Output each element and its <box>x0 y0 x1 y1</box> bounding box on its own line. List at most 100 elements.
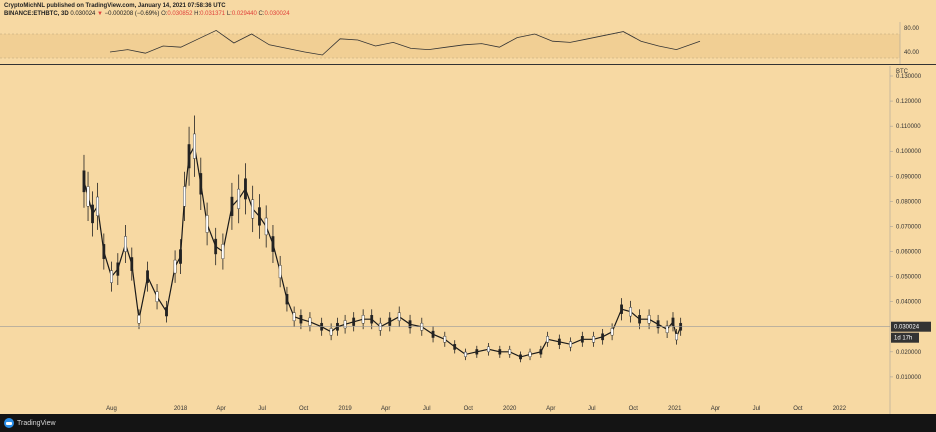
candle <box>629 307 632 317</box>
candle <box>205 215 209 233</box>
candle <box>278 265 282 279</box>
price-tick-label: 0.120000 <box>896 99 922 105</box>
candle <box>271 236 275 252</box>
candle <box>601 333 605 341</box>
x-tick-label: Oct <box>793 406 803 412</box>
price-tick-label: 0.070000 <box>896 224 922 230</box>
candle <box>647 315 651 324</box>
publish-text: CryptoMichNL published on TradingView.co… <box>4 3 226 9</box>
candle <box>397 312 401 322</box>
candle <box>110 270 113 283</box>
candle <box>557 338 561 345</box>
candle <box>508 349 512 355</box>
candle <box>464 351 467 357</box>
symbol-label[interactable]: BINANCE:ETHBTC, 3D <box>4 11 69 17</box>
tradingview-logo[interactable]: TradingView <box>4 418 56 428</box>
candle <box>656 320 660 329</box>
x-tick-label: Jul <box>588 406 596 412</box>
candle <box>292 312 296 322</box>
x-tick-label: Oct <box>629 406 639 412</box>
x-tick-label: Jul <box>258 406 266 412</box>
price-tick-label: 0.130000 <box>896 74 922 80</box>
candle <box>179 249 182 264</box>
candle <box>130 257 134 271</box>
last-price-label: 0.030024 <box>894 325 920 331</box>
candle <box>361 315 365 324</box>
candle <box>453 343 457 350</box>
price-tick-label: 0.040000 <box>896 300 922 306</box>
x-tick-label: Apr <box>711 406 720 412</box>
last-price: 0.030024 <box>70 11 96 17</box>
last-price-label-bg <box>891 321 931 332</box>
candle <box>124 236 127 252</box>
candle <box>183 186 186 207</box>
candle <box>221 244 225 259</box>
price-tick-label: 0.020000 <box>896 350 922 356</box>
candle <box>230 196 234 216</box>
candle <box>146 270 149 283</box>
candle <box>137 315 141 324</box>
candle <box>199 173 203 195</box>
countdown-label-bg <box>891 332 919 343</box>
tradingview-cloud-icon <box>4 418 14 428</box>
candle <box>638 315 642 324</box>
candle <box>329 328 333 336</box>
candle <box>173 259 177 274</box>
candle <box>569 341 573 348</box>
candle <box>116 262 120 276</box>
candle <box>82 170 86 193</box>
x-tick-label: Apr <box>546 406 555 412</box>
price-axis-unit: BTC <box>896 69 909 75</box>
candle <box>264 217 268 236</box>
candle <box>193 133 196 159</box>
rsi-pane[interactable]: 80.00 40.00 <box>0 22 936 64</box>
candle <box>91 204 94 224</box>
ohlc-line: BINANCE:ETHBTC, 3D 0.030024 ▼ −0.000208 … <box>4 10 932 18</box>
pane-divider[interactable] <box>0 64 936 65</box>
candle <box>285 294 289 305</box>
x-tick-label: 2022 <box>833 406 847 412</box>
price-tick-label: 0.100000 <box>896 149 922 155</box>
candle <box>258 207 261 226</box>
candle <box>370 315 374 324</box>
x-tick-label: Aug <box>106 406 117 412</box>
candle <box>102 244 106 259</box>
price-tick-label: 0.050000 <box>896 275 922 281</box>
candle <box>237 188 241 209</box>
tradingview-logo-text: TradingView <box>17 419 56 427</box>
price-tick-label: 0.090000 <box>896 174 922 180</box>
candle <box>251 199 255 219</box>
candle <box>519 354 522 360</box>
x-tick-label: 2019 <box>338 406 352 412</box>
countdown-label: 1d 17h <box>894 336 912 342</box>
candle <box>539 349 543 355</box>
open-value: 0.030852 <box>167 11 193 17</box>
candle <box>475 349 479 355</box>
candle <box>187 144 191 169</box>
x-tick-label: 2020 <box>503 406 517 412</box>
rsi-series-line <box>109 29 701 56</box>
candle <box>352 317 356 326</box>
candle <box>675 333 678 341</box>
x-tick-label: Oct <box>464 406 474 412</box>
x-tick-label: Oct <box>299 406 309 412</box>
close-value: 0.030024 <box>264 11 290 17</box>
high-value: 0.031371 <box>200 11 226 17</box>
close-label: C: <box>258 11 265 17</box>
candle <box>214 238 218 255</box>
candle <box>244 178 247 200</box>
candle <box>443 336 447 343</box>
candle <box>620 304 623 314</box>
price-series-line <box>83 144 682 358</box>
candle <box>498 349 502 355</box>
low-value: 0.029440 <box>231 11 257 17</box>
candle <box>86 186 90 207</box>
candle <box>431 330 435 338</box>
candle <box>592 336 596 343</box>
candle <box>580 336 584 343</box>
x-tick-label: Jul <box>423 406 431 412</box>
chart-header: CryptoMichNL published on TradingView.co… <box>0 0 936 22</box>
candle <box>165 307 168 317</box>
rsi-band <box>0 34 900 58</box>
